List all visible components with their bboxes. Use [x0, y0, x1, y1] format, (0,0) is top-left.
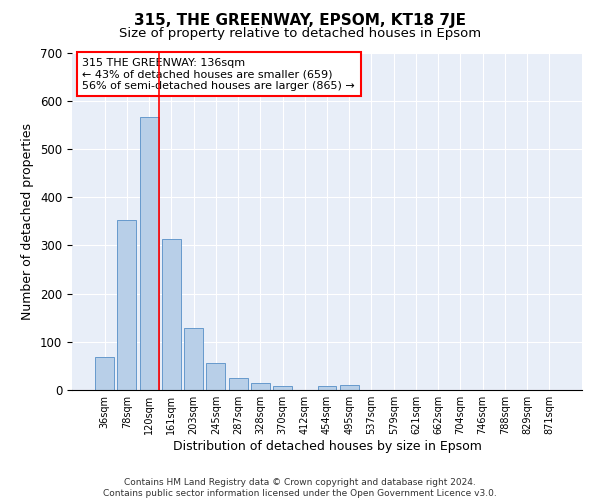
Bar	[118, 220, 136, 390]
Bar	[206, 362, 225, 390]
Bar	[317, 386, 337, 390]
Bar	[229, 378, 248, 390]
Bar	[140, 117, 158, 390]
Text: Size of property relative to detached houses in Epsom: Size of property relative to detached ho…	[119, 28, 481, 40]
Text: Contains HM Land Registry data © Crown copyright and database right 2024.
Contai: Contains HM Land Registry data © Crown c…	[103, 478, 497, 498]
Bar	[184, 328, 203, 390]
Text: 315, THE GREENWAY, EPSOM, KT18 7JE: 315, THE GREENWAY, EPSOM, KT18 7JE	[134, 12, 466, 28]
Bar	[273, 386, 292, 390]
Bar	[162, 239, 181, 390]
Bar	[95, 357, 114, 390]
Bar	[251, 383, 270, 390]
Text: 315 THE GREENWAY: 136sqm
← 43% of detached houses are smaller (659)
56% of semi-: 315 THE GREENWAY: 136sqm ← 43% of detach…	[82, 58, 355, 91]
Bar	[340, 385, 359, 390]
X-axis label: Distribution of detached houses by size in Epsom: Distribution of detached houses by size …	[173, 440, 481, 453]
Y-axis label: Number of detached properties: Number of detached properties	[22, 122, 34, 320]
